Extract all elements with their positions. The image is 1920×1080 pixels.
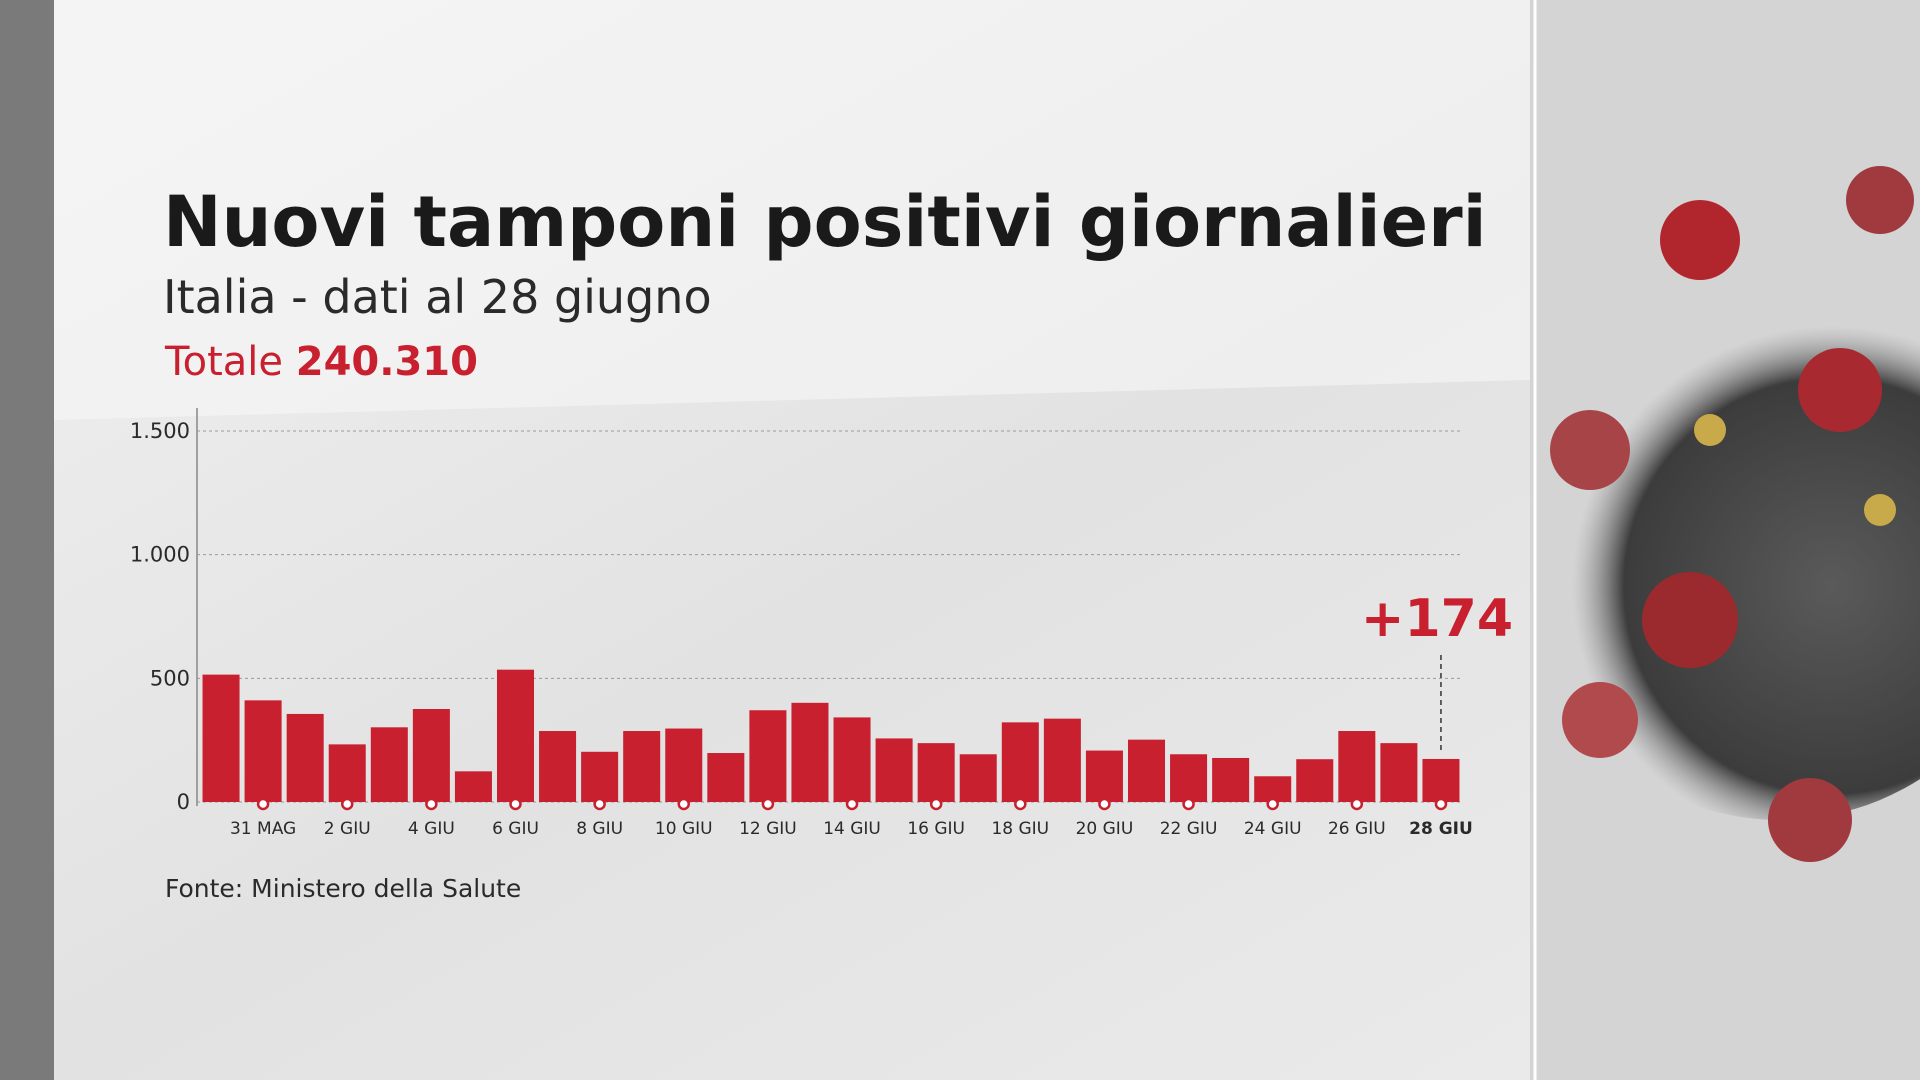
- left-strip: [0, 0, 54, 1080]
- x-tick-label: 8 GIU: [576, 819, 623, 839]
- bar: [1254, 776, 1292, 802]
- tick-dot: [256, 797, 270, 811]
- tick-dot: [1098, 797, 1111, 811]
- x-tick-label: 24 GIU: [1244, 819, 1302, 839]
- spike: [1550, 410, 1630, 490]
- y-tick-label: 1.000: [130, 543, 190, 567]
- tick-dot: [340, 797, 354, 811]
- source: Fonte: Ministero della Salute: [165, 874, 521, 903]
- bar: [1085, 750, 1123, 802]
- tick-dot: [761, 797, 775, 811]
- background-shape: [54, 0, 1530, 420]
- x-tick-label: 2 GIU: [324, 819, 371, 839]
- tick-dot: [845, 797, 859, 811]
- bar: [959, 754, 997, 802]
- bar: [1043, 718, 1081, 802]
- bar: [749, 710, 787, 802]
- bar: [1212, 757, 1250, 802]
- bar: [875, 738, 913, 802]
- x-tick-label: 10 GIU: [655, 819, 713, 839]
- x-tick-label: 14 GIU: [823, 819, 881, 839]
- bar: [1422, 758, 1460, 802]
- bar: [1170, 754, 1208, 802]
- x-tick-label: 18 GIU: [991, 819, 1049, 839]
- tick-dot: [593, 797, 606, 811]
- bar: [328, 744, 366, 802]
- spike: [1798, 348, 1882, 432]
- bar: [454, 771, 492, 802]
- value-label: +174: [1361, 589, 1513, 649]
- bar: [370, 727, 408, 802]
- bar: [244, 700, 282, 802]
- total: Totale 240.310: [164, 339, 478, 385]
- total-label: Totale: [164, 339, 283, 385]
- x-tick-label: 22 GIU: [1160, 819, 1218, 839]
- spike: [1642, 572, 1738, 668]
- bar: [707, 753, 745, 802]
- bar: [539, 731, 577, 802]
- bar: [1001, 722, 1039, 802]
- spike: [1562, 682, 1638, 758]
- bar: [581, 751, 619, 802]
- bar: [917, 743, 955, 802]
- x-tick-label: 28 GIU: [1409, 819, 1473, 839]
- spike: [1864, 494, 1896, 526]
- x-tick-label: 26 GIU: [1328, 819, 1386, 839]
- x-tick-label: 31 MAG: [230, 819, 296, 839]
- spike: [1768, 778, 1852, 862]
- chart-subtitle: Italia - dati al 28 giugno: [163, 270, 712, 324]
- chart-title: Nuovi tamponi positivi giornalieri: [163, 181, 1487, 263]
- spike: [1694, 414, 1726, 446]
- x-tick-label: 4 GIU: [408, 819, 455, 839]
- bar: [791, 702, 829, 802]
- y-tick-label: 1.500: [130, 419, 190, 443]
- tick-dot: [1350, 797, 1364, 811]
- tick-dot: [425, 797, 438, 811]
- tick-dot: [1182, 797, 1195, 811]
- y-tick-label: 0: [177, 790, 190, 814]
- tick-dot: [677, 797, 691, 811]
- tick-dot: [1014, 797, 1027, 811]
- bar: [286, 713, 324, 802]
- virus-illustration: [1520, 166, 1920, 862]
- bar: [496, 669, 535, 802]
- bar: [665, 728, 703, 802]
- spike: [1846, 166, 1914, 234]
- bar: [1380, 743, 1418, 802]
- tick-dot: [1434, 797, 1448, 811]
- bar: [623, 731, 661, 802]
- bar: [1127, 739, 1166, 802]
- tick-dot: [509, 797, 522, 811]
- total-value: 240.310: [296, 339, 478, 385]
- y-tick-label: 500: [150, 666, 190, 690]
- spike: [1660, 200, 1740, 280]
- x-tick-label: 16 GIU: [907, 819, 965, 839]
- bar: [202, 674, 240, 802]
- bar: [412, 709, 450, 802]
- bar: [1296, 759, 1334, 802]
- x-tick-label: 20 GIU: [1076, 819, 1134, 839]
- x-tick-label: 12 GIU: [739, 819, 797, 839]
- bar: [833, 717, 871, 802]
- tick-dot: [1266, 797, 1279, 811]
- tick-dot: [929, 797, 943, 811]
- bar: [1338, 731, 1376, 802]
- x-tick-label: 6 GIU: [492, 819, 539, 839]
